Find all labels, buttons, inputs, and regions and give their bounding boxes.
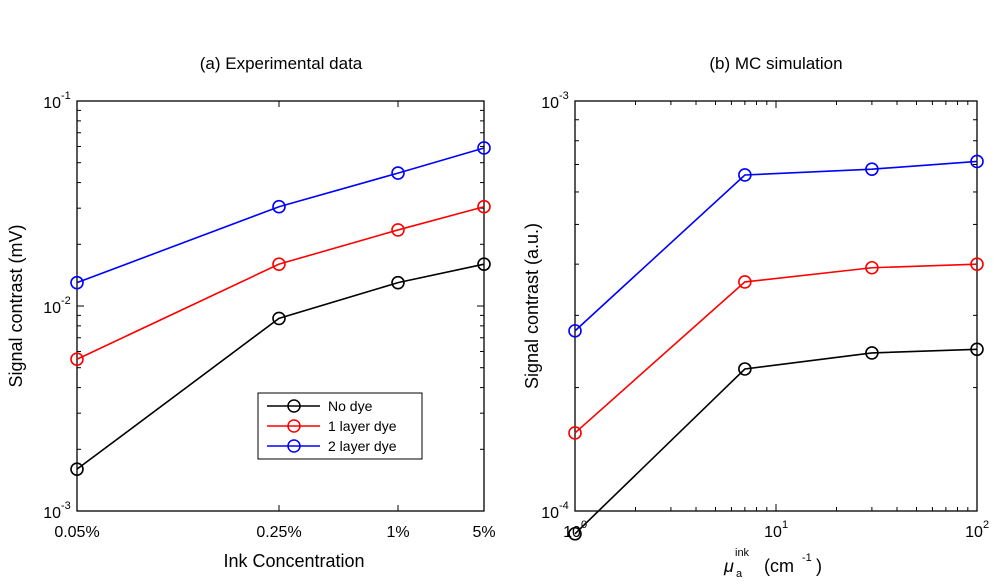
panel-a-xtick-label: 0.05% (54, 524, 99, 541)
svg-text:-4: -4 (559, 500, 569, 512)
panel-b-x-ticks: 10 0 10 1 10 2 (563, 519, 989, 541)
svg-text:10: 10 (43, 300, 61, 317)
panel-a-point-2-layer-dye (477, 141, 491, 155)
legend-item-no-dye: No dye (267, 398, 373, 414)
panel-b-series (568, 154, 984, 541)
svg-text:-2: -2 (61, 295, 71, 307)
panel-a-y-axis-label: Signal contrast (mV) (6, 224, 26, 387)
panel-a-series (70, 141, 491, 476)
panel-a-point-1-layer-dye (391, 223, 405, 237)
panel-b-line-1-layer-dye (574, 263, 978, 434)
panel-b-line-no-dye (574, 348, 978, 535)
svg-text:-3: -3 (61, 500, 71, 512)
panel-a-y-ticks: 10 -1 10 -2 10 -3 (43, 90, 71, 522)
panel-a-line-1-layer-dye (76, 205, 485, 360)
panel-b-y-axis-label: Signal contrast (a.u.) (522, 223, 542, 389)
panel-b-point-no-dye (568, 526, 582, 541)
panel-b-xtick-label: 10 1 (764, 519, 788, 541)
panel-b-point-2-layer-dye (970, 154, 984, 169)
panel-b-point-2-layer-dye (738, 168, 752, 182)
svg-text:10: 10 (764, 524, 782, 541)
panel-a-line-2-layer-dye (76, 147, 485, 284)
panel-a: (a) Experimental data 10 -1 10 -2 10 -3 … (6, 54, 496, 571)
panel-a-point-2-layer-dye (70, 275, 84, 290)
panel-b-point-no-dye (970, 342, 984, 357)
panel-a-x-ticks: 0.05% 0.25% 1% 5% (54, 524, 495, 541)
legend-item-2-layer-dye: 2 layer dye (267, 438, 397, 454)
panel-b-point-1-layer-dye (865, 260, 879, 275)
svg-text:10: 10 (965, 524, 983, 541)
panel-b-point-2-layer-dye (865, 162, 879, 176)
svg-text:-1: -1 (61, 90, 71, 102)
svg-text:1: 1 (782, 519, 788, 531)
panel-a-point-no-dye (477, 257, 491, 271)
legend-item-1-layer-dye: 1 layer dye (267, 418, 397, 434)
panel-a-point-1-layer-dye (272, 257, 286, 271)
panel-a-point-1-layer-dye (70, 352, 84, 367)
panel-b-point-no-dye (865, 346, 879, 360)
panel-a-x-axis-label: Ink Concentration (223, 551, 364, 571)
svg-text:10: 10 (43, 505, 61, 522)
panel-a-point-1-layer-dye (477, 199, 491, 214)
panel-a-point-2-layer-dye (272, 199, 286, 214)
panel-b-point-1-layer-dye (568, 426, 582, 440)
panel-a-line-no-dye (76, 263, 485, 470)
panel-b-point-1-layer-dye (738, 275, 752, 289)
legend-marker-2-layer-dye (287, 439, 301, 453)
svg-text:-3: -3 (559, 90, 569, 102)
legend-marker-1-layer-dye (287, 419, 301, 433)
panel-b: (b) MC simulation 10 -3 10 -4 10 0 10 1 (522, 54, 989, 580)
panel-a-point-no-dye (391, 275, 405, 290)
panel-a-xtick-label: 0.25% (256, 524, 301, 541)
svg-text:2: 2 (983, 519, 989, 531)
svg-text:10: 10 (541, 505, 559, 522)
svg-text:): ) (816, 556, 822, 576)
panel-b-minor-ticks (574, 100, 977, 512)
legend-label-no-dye: No dye (328, 398, 373, 414)
panel-a-point-2-layer-dye (391, 166, 405, 180)
svg-text:10: 10 (541, 95, 559, 112)
panel-b-x-axis-label: μ a ink (cm -1 ) (723, 547, 822, 580)
panel-b-ytick-label: 10 -4 (541, 500, 569, 522)
panel-a-xtick-label: 1% (386, 524, 409, 541)
panel-b-point-2-layer-dye (568, 324, 582, 338)
legend-label-1-layer-dye: 1 layer dye (328, 418, 397, 434)
panel-b-y-ticks: 10 -3 10 -4 (541, 90, 569, 522)
panel-a-point-no-dye (272, 311, 286, 326)
panel-a-ytick-label: 10 -3 (43, 500, 71, 522)
panel-a-ytick-label: 10 -2 (43, 295, 71, 317)
panel-b-xtick-label: 10 2 (965, 519, 989, 541)
svg-text:ink: ink (735, 547, 750, 559)
legend: No dye 1 layer dye 2 layer dye (257, 392, 423, 460)
panel-b-point-no-dye (738, 362, 752, 376)
panel-b-title: (b) MC simulation (709, 54, 842, 73)
panel-a-ytick-label: 10 -1 (43, 90, 71, 112)
svg-text:(cm: (cm (764, 556, 794, 576)
legend-label-2-layer-dye: 2 layer dye (328, 438, 397, 454)
svg-text:μ: μ (723, 556, 734, 576)
panel-b-plot-area (574, 100, 978, 512)
svg-text:-1: -1 (802, 552, 812, 564)
panel-b-line-2-layer-dye (574, 160, 978, 332)
svg-text:10: 10 (43, 95, 61, 112)
legend-marker-no-dye (287, 399, 301, 413)
panel-a-xtick-label: 5% (472, 524, 495, 541)
panel-b-point-1-layer-dye (970, 257, 984, 271)
svg-text:a: a (736, 568, 743, 580)
panel-a-title: (a) Experimental data (200, 54, 363, 73)
panel-b-xtick-label: 10 0 (563, 519, 587, 541)
panel-a-point-no-dye (70, 462, 84, 476)
panel-b-ytick-label: 10 -3 (541, 90, 569, 112)
panel-a-minor-ticks (76, 101, 485, 512)
